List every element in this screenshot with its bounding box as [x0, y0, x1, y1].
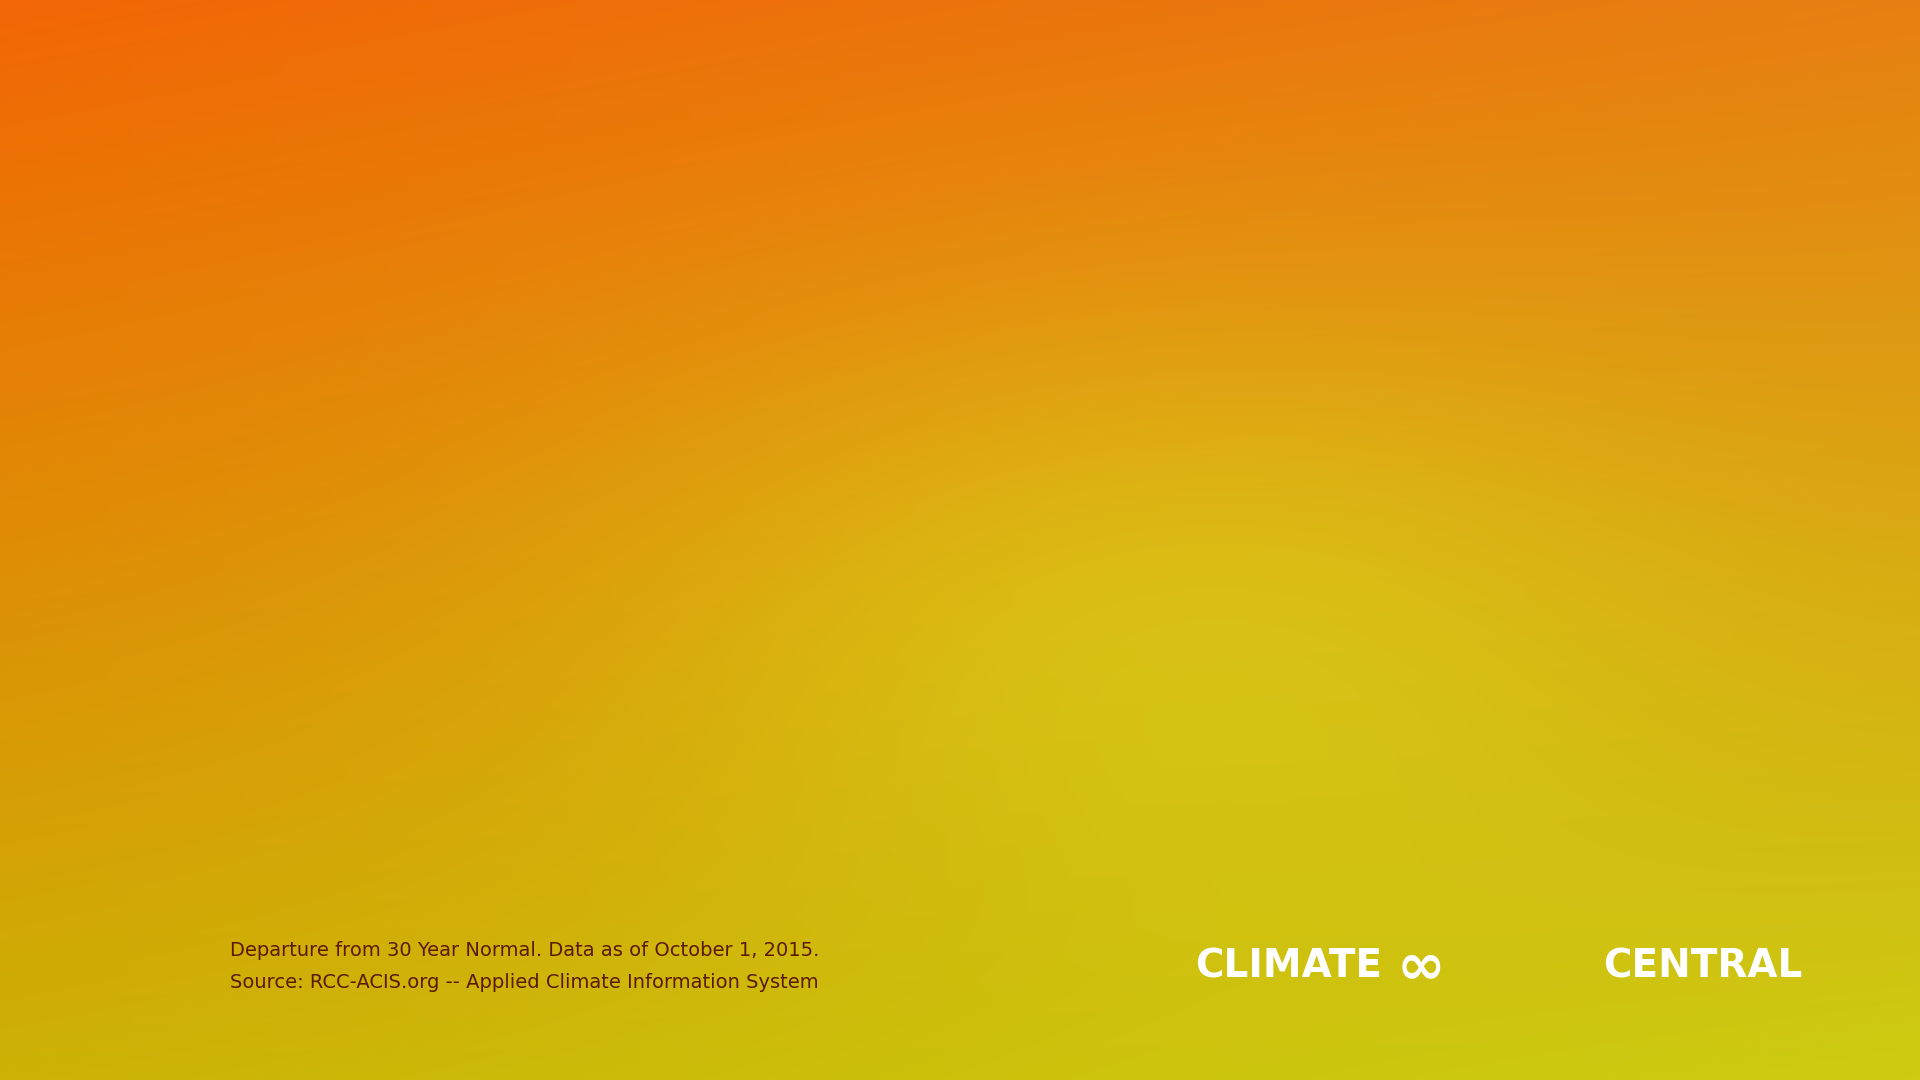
Bar [956, 274, 1043, 422]
Bar [417, 422, 503, 853]
Bar [280, 422, 369, 450]
Text: JAN: JAN [632, 918, 693, 947]
Bar [685, 329, 774, 422]
Text: CLIMATE: CLIMATE [1196, 947, 1382, 986]
Text: JAN: JAN [294, 918, 355, 947]
Text: MAY: MAY [626, 995, 699, 1024]
Text: Departure from 30 Year Normal. Data as of October 1, 2015.: Departure from 30 Year Normal. Data as o… [230, 941, 820, 960]
Bar [820, 261, 908, 422]
Text: SEP: SEP [1102, 995, 1167, 1024]
Text: JAN: JAN [902, 918, 962, 947]
Text: MAR: MAR [420, 995, 499, 1024]
Bar [551, 422, 639, 583]
Text: JAN: JAN [430, 918, 490, 947]
Text: JAN: JAN [1104, 918, 1165, 947]
Bar [1091, 299, 1179, 422]
Text: JUL: JUL [904, 995, 960, 1024]
Text: ∞: ∞ [1396, 939, 1446, 995]
Text: CENTRAL: CENTRAL [1603, 947, 1803, 986]
Text: Source: RCC-ACIS.org -- Applied Climate Information System: Source: RCC-ACIS.org -- Applied Climate … [230, 973, 820, 993]
